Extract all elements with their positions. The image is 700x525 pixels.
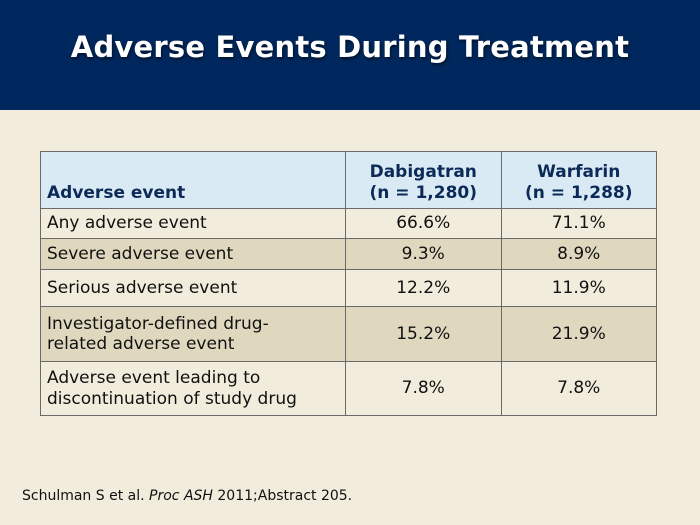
dabigatran-value: 12.2% xyxy=(345,269,502,307)
citation-details: 2011;Abstract 205. xyxy=(217,488,353,504)
row-label: Adverse event leading to discontinuation… xyxy=(40,361,346,416)
warfarin-value: 11.9% xyxy=(500,269,657,307)
citation-journal: Proc ASH xyxy=(149,488,213,504)
title-band xyxy=(0,0,700,110)
row-label-line: Severe adverse event xyxy=(47,243,234,264)
warfarin-value: 8.9% xyxy=(500,238,657,270)
row-label-line: Any adverse event xyxy=(47,213,207,234)
header-warfarin: Warfarin (n = 1,288) xyxy=(500,151,657,209)
dabigatran-value: 7.8% xyxy=(345,361,502,416)
warfarin-value: 21.9% xyxy=(500,306,657,362)
warfarin-value: 7.8% xyxy=(500,361,657,416)
table-header-row: Adverse event Dabigatran (n = 1,280) War… xyxy=(40,151,657,209)
header-dabigatran-name: Dabigatran xyxy=(369,162,477,183)
table-row: Adverse event leading to discontinuation… xyxy=(40,361,657,416)
table-row: Severe adverse event 9.3% 8.9% xyxy=(40,238,657,270)
slide-title: Adverse Events During Treatment xyxy=(70,30,630,64)
row-label: Any adverse event xyxy=(40,208,346,239)
row-label: Serious adverse event xyxy=(40,269,346,307)
dabigatran-value: 9.3% xyxy=(345,238,502,270)
header-dabigatran-n: (n = 1,280) xyxy=(369,182,478,203)
header-warfarin-n: (n = 1,288) xyxy=(525,182,633,203)
row-label-line: discontinuation of study drug xyxy=(47,388,297,409)
citation-authors: Schulman S et al. xyxy=(22,488,145,504)
row-label-line: Investigator-defined drug- xyxy=(47,313,269,334)
header-warfarin-name: Warfarin xyxy=(537,162,621,183)
warfarin-value: 71.1% xyxy=(500,208,657,239)
row-label-line: Adverse event leading to xyxy=(47,368,261,389)
row-label: Investigator-defined drug- related adver… xyxy=(40,306,346,362)
header-adverse-event: Adverse event xyxy=(40,151,346,209)
citation: Schulman S et al. Proc ASH 2011;Abstract… xyxy=(22,488,352,504)
table-row: Serious adverse event 12.2% 11.9% xyxy=(40,269,657,307)
row-label-line: Serious adverse event xyxy=(47,277,238,298)
adverse-events-table: Adverse event Dabigatran (n = 1,280) War… xyxy=(40,151,657,416)
table-row: Any adverse event 66.6% 71.1% xyxy=(40,208,657,239)
row-label-line: related adverse event xyxy=(47,334,235,354)
dabigatran-value: 15.2% xyxy=(345,306,502,362)
dabigatran-value: 66.6% xyxy=(345,208,502,239)
table-row: Investigator-defined drug- related adver… xyxy=(40,306,657,362)
row-label: Severe adverse event xyxy=(40,238,346,270)
header-dabigatran: Dabigatran (n = 1,280) xyxy=(345,151,502,209)
